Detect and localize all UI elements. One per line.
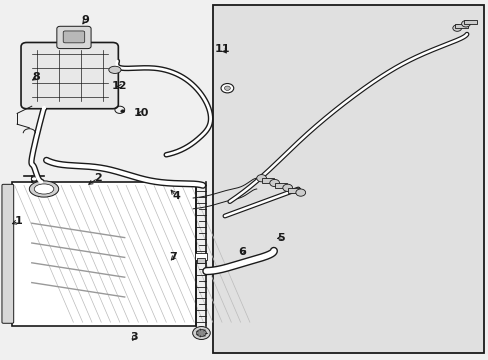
Bar — [288, 188, 300, 193]
Bar — [262, 178, 273, 183]
Circle shape — [256, 175, 266, 182]
Bar — [12, 182, 195, 326]
Circle shape — [461, 21, 469, 27]
Text: 2: 2 — [94, 173, 102, 183]
Ellipse shape — [108, 66, 121, 73]
Circle shape — [452, 25, 461, 31]
Text: 6: 6 — [238, 247, 245, 257]
Circle shape — [269, 179, 279, 186]
Circle shape — [192, 327, 210, 339]
Text: 5: 5 — [277, 233, 285, 243]
Bar — [195, 253, 206, 260]
Circle shape — [295, 189, 305, 196]
Circle shape — [196, 329, 206, 337]
Bar — [463, 20, 476, 24]
FancyBboxPatch shape — [2, 184, 14, 323]
FancyBboxPatch shape — [21, 42, 118, 109]
Text: 10: 10 — [134, 108, 149, 118]
Text: 11: 11 — [214, 44, 230, 54]
FancyBboxPatch shape — [57, 26, 91, 49]
Circle shape — [224, 86, 230, 90]
Bar — [275, 183, 286, 188]
Circle shape — [282, 184, 292, 192]
Bar — [454, 24, 467, 28]
Text: 12: 12 — [112, 81, 127, 91]
Text: 4: 4 — [172, 191, 180, 201]
Text: 8: 8 — [33, 72, 41, 82]
Ellipse shape — [29, 181, 59, 197]
Ellipse shape — [34, 184, 54, 194]
Circle shape — [221, 84, 233, 93]
Bar — [212, 5, 483, 353]
Bar — [196, 258, 205, 263]
Text: 7: 7 — [169, 252, 177, 262]
FancyBboxPatch shape — [63, 31, 84, 43]
Circle shape — [31, 177, 37, 181]
Circle shape — [121, 110, 124, 113]
Text: 1: 1 — [15, 216, 22, 226]
Text: 9: 9 — [81, 15, 89, 25]
Text: 3: 3 — [130, 332, 138, 342]
